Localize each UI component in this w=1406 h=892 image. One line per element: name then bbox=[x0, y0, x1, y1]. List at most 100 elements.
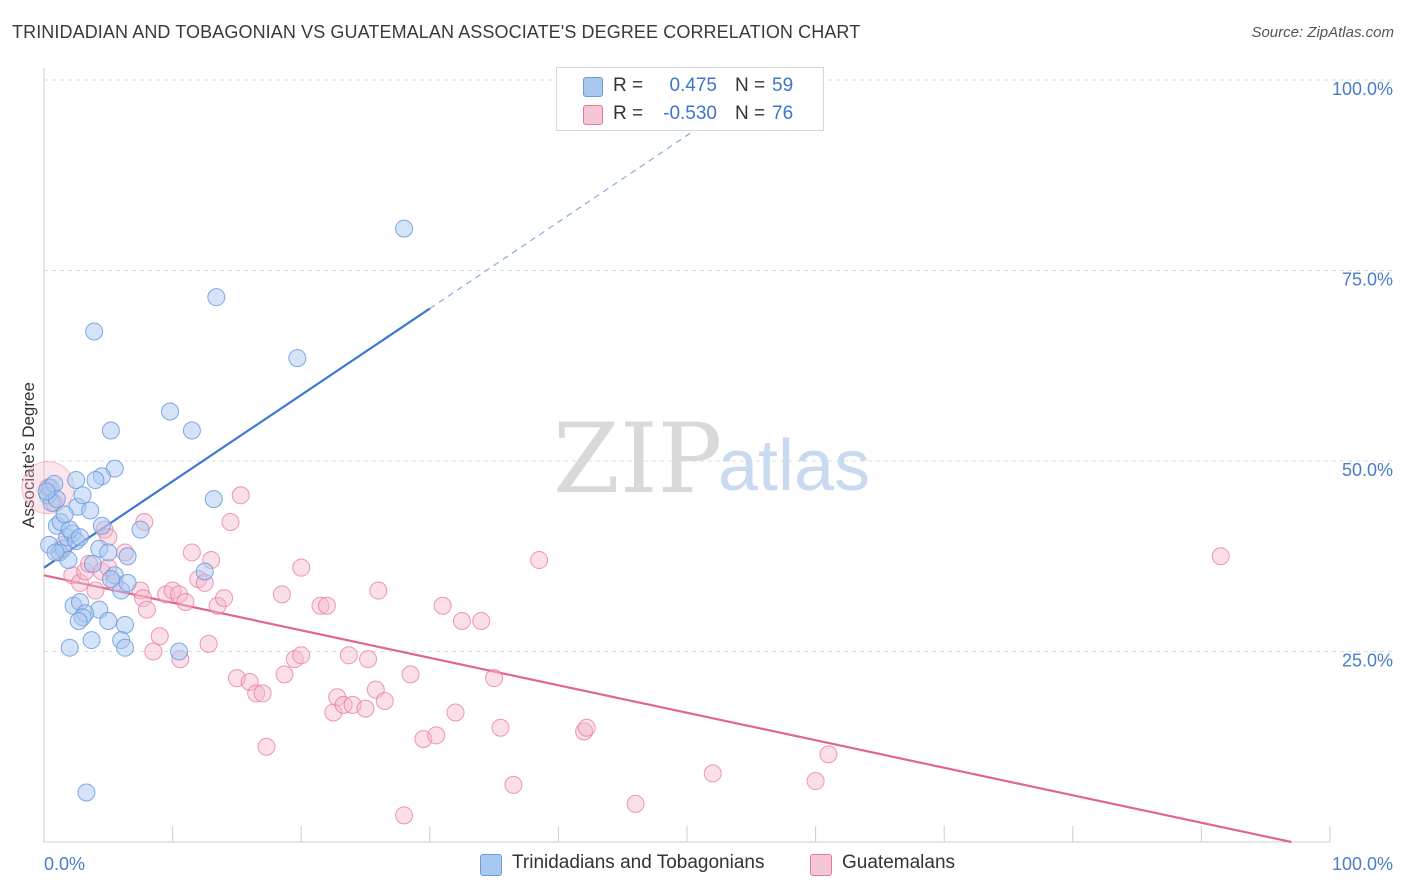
guatemalans-point bbox=[231, 486, 250, 505]
trinidadians-point bbox=[161, 402, 180, 421]
legend-r-label: R = bbox=[613, 103, 644, 124]
guatemalans-point bbox=[176, 592, 195, 611]
guatemalans-point bbox=[311, 596, 330, 615]
guatemalans-point bbox=[86, 581, 105, 600]
guatemalans-point bbox=[253, 684, 272, 703]
trinidadians-point bbox=[195, 562, 214, 581]
guatemalans-point bbox=[272, 585, 291, 604]
trinidadians-point bbox=[101, 421, 120, 440]
guatemalans-point bbox=[530, 551, 549, 570]
watermark: ZIP atlas bbox=[553, 403, 870, 515]
x-tick-label: 0.0% bbox=[44, 854, 85, 874]
guatemalans-point bbox=[182, 543, 201, 562]
trinidadians-point bbox=[118, 573, 137, 592]
y-tick-label: 100.0% bbox=[1332, 79, 1393, 99]
guatemalans-point bbox=[71, 573, 90, 592]
guatemalans-point bbox=[369, 581, 388, 600]
guatemalans-point bbox=[215, 589, 234, 608]
chart-title: TRINIDADIAN AND TOBAGONIAN VS GUATEMALAN… bbox=[12, 22, 861, 42]
legend-swatch-blue bbox=[583, 77, 603, 97]
guatemalans-point bbox=[170, 585, 189, 604]
trinidadians-points bbox=[37, 219, 414, 802]
watermark-zip: ZIP bbox=[553, 403, 722, 515]
guatemalans-point bbox=[339, 646, 358, 665]
legend-r-label: R = bbox=[613, 75, 644, 96]
trinidadians-point bbox=[116, 638, 135, 657]
trinidadians-point bbox=[204, 490, 223, 509]
guatemalans-point bbox=[144, 642, 163, 661]
guatemalans-point bbox=[317, 596, 336, 615]
guatemalans-point bbox=[334, 695, 353, 714]
guatemalans-point bbox=[472, 612, 491, 631]
legend-r-value: -0.530 bbox=[663, 103, 717, 124]
guatemalans-point bbox=[577, 718, 596, 737]
axes bbox=[43, 68, 1331, 843]
y-tick-labels: 25.0% 50.0% 75.0% 100.0% bbox=[1332, 79, 1393, 671]
guatemalans-point bbox=[247, 684, 266, 703]
trinidadians-trend-extension bbox=[429, 117, 714, 310]
trinidadians-point bbox=[67, 471, 86, 490]
guatemalans-point bbox=[626, 794, 645, 813]
legend-n-label: N = bbox=[735, 103, 766, 124]
guatemalans-point bbox=[275, 665, 294, 684]
trinidadians-point bbox=[37, 482, 56, 501]
trinidadians-point bbox=[83, 554, 102, 573]
trinidadians-point bbox=[85, 322, 104, 341]
guatemalans-point bbox=[137, 600, 156, 619]
legend-r-value: 0.475 bbox=[669, 75, 717, 96]
trinidadians-point bbox=[118, 547, 137, 566]
trinidadians-point bbox=[207, 288, 226, 307]
guatemalans-point bbox=[485, 669, 504, 688]
legend-label: Trinidadians and Tobagonians bbox=[512, 852, 765, 873]
trinidadians-point bbox=[46, 543, 65, 562]
guatemalans-point bbox=[452, 612, 471, 631]
trinidadians-point bbox=[69, 612, 88, 631]
guatemalans-point bbox=[491, 718, 510, 737]
guatemalans-point bbox=[324, 703, 343, 722]
legend-n-value: 76 bbox=[772, 103, 794, 124]
guatemalans-point bbox=[703, 764, 722, 783]
guatemalans-point bbox=[359, 650, 378, 669]
correlation-legend: R = 0.475 N = 59 R = -0.530 N = 76 bbox=[556, 67, 824, 131]
legend-n-value: 59 bbox=[772, 75, 794, 96]
guatemalans-point bbox=[356, 699, 375, 718]
guatemalans-point bbox=[328, 688, 347, 707]
trinidadians-point bbox=[71, 528, 90, 547]
guatemalans-point bbox=[199, 634, 218, 653]
guatemalans-point bbox=[134, 589, 153, 608]
y-tick-label: 75.0% bbox=[1342, 270, 1393, 290]
legend-n-label: N = bbox=[735, 75, 766, 96]
source-label: Source: ZipAtlas.com bbox=[1251, 24, 1394, 41]
trinidadians-point bbox=[82, 631, 101, 650]
legend-swatch-blue bbox=[480, 854, 502, 876]
y-tick-label: 25.0% bbox=[1342, 651, 1393, 671]
x-tick-label: 100.0% bbox=[1332, 854, 1393, 874]
guatemalans-point bbox=[257, 737, 276, 756]
guatemalans-point bbox=[150, 627, 169, 646]
trinidadians-point bbox=[116, 615, 135, 634]
trinidadians-point bbox=[99, 612, 118, 631]
y-tick-label: 50.0% bbox=[1342, 460, 1393, 480]
grid-lines bbox=[44, 79, 1392, 652]
x-tick-labels: 0.0% 100.0% bbox=[44, 854, 1393, 874]
guatemalans-trend-line bbox=[43, 574, 1292, 844]
trinidadians-point bbox=[73, 486, 92, 505]
y-axis-label: Associate's Degree bbox=[19, 382, 38, 528]
trinidadians-point bbox=[101, 570, 120, 589]
trinidadians-point bbox=[60, 638, 79, 657]
trinidadians-point bbox=[99, 543, 118, 562]
guatemalans-point bbox=[446, 703, 465, 722]
guatemalans-points bbox=[21, 461, 1230, 825]
guatemalans-point bbox=[395, 806, 414, 825]
guatemalans-point bbox=[221, 512, 240, 531]
legend-label: Guatemalans bbox=[842, 852, 956, 873]
trinidadians-point bbox=[131, 520, 150, 539]
guatemalans-point bbox=[433, 596, 452, 615]
watermark-atlas: atlas bbox=[718, 426, 870, 506]
trinidadians-point bbox=[182, 421, 201, 440]
trinidadians-point bbox=[395, 219, 414, 238]
guatemalans-point bbox=[819, 745, 838, 764]
trinidadians-point bbox=[92, 516, 111, 535]
guatemalans-point bbox=[292, 558, 311, 577]
